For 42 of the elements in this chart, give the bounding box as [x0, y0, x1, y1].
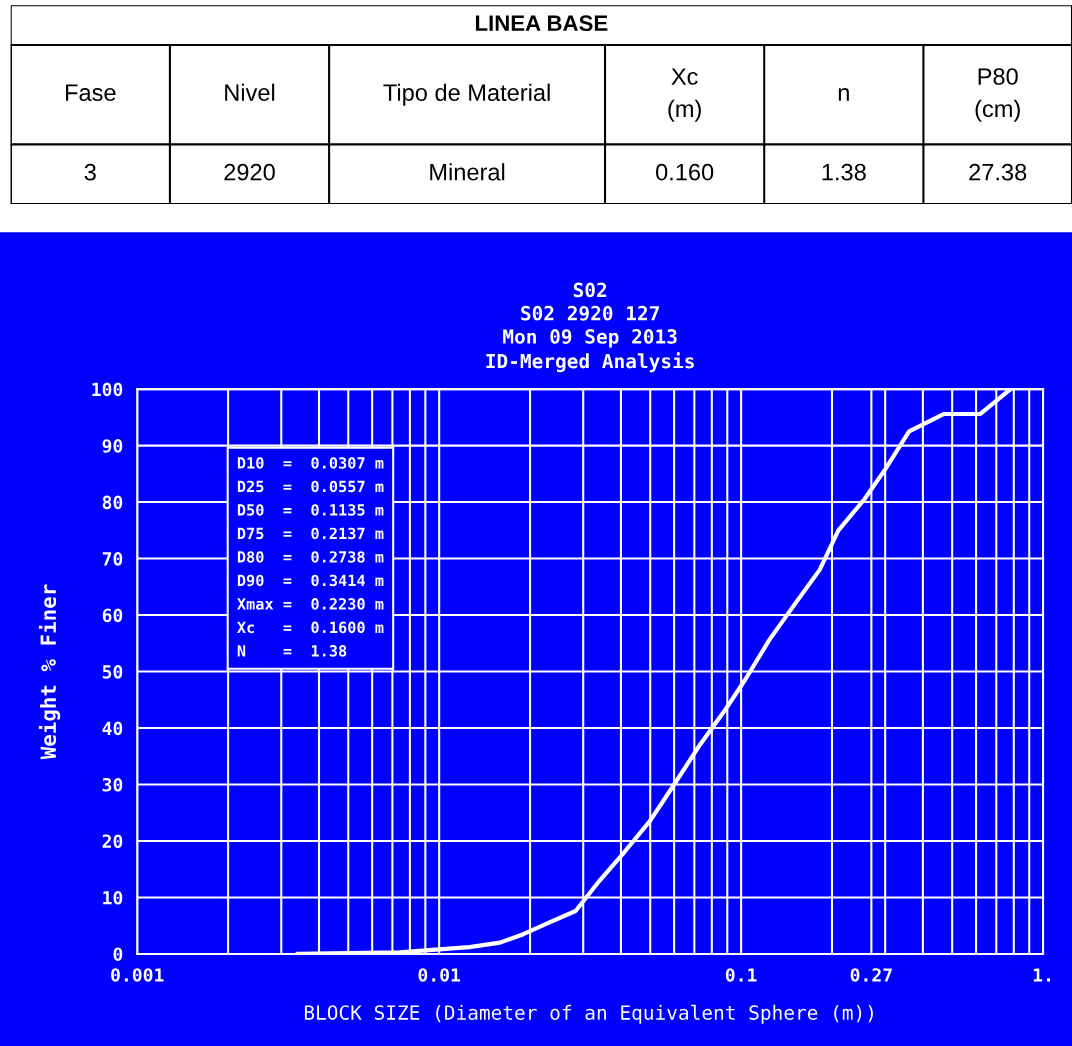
text: 2920 — [224, 163, 275, 181]
text: 27.38 — [969, 163, 1027, 181]
text: 1.38 — [822, 163, 866, 181]
x-axis-title: BLOCK SIZE (Diameter of an Equivalent Sphere (m)) — [304, 1004, 873, 1024]
text: P80 (cm) — [975, 68, 1020, 122]
text: LINEA BASE — [475, 15, 608, 32]
annotation: N = 1.38 — [237, 645, 347, 657]
text: Mineral — [430, 163, 505, 181]
y-tick-label: 100 — [92, 382, 123, 397]
text: 0.160 — [656, 163, 714, 181]
y-tick-label: 40 — [102, 721, 123, 736]
y-tick-label: 50 — [102, 664, 123, 679]
annotation: D25 = 0.0557 m — [237, 480, 384, 493]
text: Tipo de Material — [383, 83, 550, 106]
y-tick-label: 80 — [102, 495, 123, 510]
y-axis-title: Weight % Finer — [38, 584, 61, 760]
annotation: D80 = 0.2738 m — [237, 551, 384, 563]
text: Nivel — [225, 83, 275, 101]
annotation: Xmax = 0.2230 m — [237, 598, 384, 610]
chart-title: S02 — [573, 282, 607, 298]
x-tick-label: 1. — [1033, 968, 1050, 982]
annotation: Xc = 0.1600 m — [237, 621, 384, 634]
y-tick-label: 70 — [102, 552, 123, 566]
y-tick-label: 90 — [102, 439, 123, 453]
annotation: D10 = 0.0307 m — [237, 457, 384, 469]
x-tick-label: 0.1 — [725, 968, 757, 982]
y-tick-label: 30 — [102, 777, 123, 792]
x-tick-label: 0.27 — [850, 968, 892, 982]
text: 3 — [84, 163, 96, 181]
y-tick-label: 60 — [102, 608, 123, 623]
y-tick-label: 10 — [103, 890, 123, 905]
x-tick-label: 0.01 — [418, 968, 461, 982]
annotation: D75 = 0.2137 m — [237, 527, 384, 540]
x-tick-label: 0.001 — [111, 968, 164, 982]
annotation: D50 = 0.1135 m — [237, 504, 384, 516]
text: Fase — [66, 84, 116, 101]
chart-subtitle: S02 2920 127 Mon 09 Sep 2013 ID-Merged Analysis — [486, 305, 694, 373]
text: Xc (m) — [668, 68, 701, 122]
text: n — [838, 88, 849, 101]
annotation: D90 = 0.3414 m — [237, 574, 384, 587]
y-tick-label: 0 — [113, 947, 123, 962]
y-tick-label: 20 — [102, 834, 123, 849]
